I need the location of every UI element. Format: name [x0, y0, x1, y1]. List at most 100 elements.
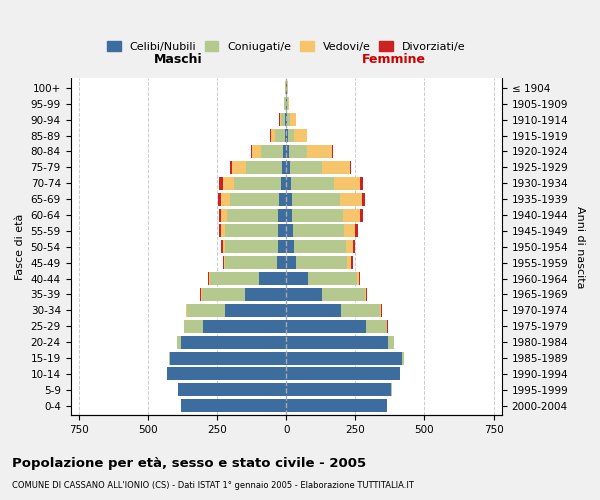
- Bar: [230, 161, 232, 174]
- Bar: [293, 224, 344, 237]
- Bar: [181, 336, 286, 348]
- Bar: [282, 161, 286, 174]
- Bar: [286, 384, 391, 396]
- Bar: [341, 304, 380, 317]
- Bar: [262, 145, 283, 158]
- Bar: [170, 352, 286, 364]
- Bar: [340, 192, 362, 205]
- Bar: [287, 113, 290, 126]
- Bar: [226, 224, 278, 237]
- Bar: [286, 113, 287, 126]
- Bar: [322, 161, 350, 174]
- Bar: [219, 208, 221, 222]
- Legend: Celibi/Nubili, Coniugati/e, Vedovi/e, Divorziati/e: Celibi/Nubili, Coniugati/e, Vedovi/e, Di…: [103, 36, 469, 56]
- Bar: [359, 272, 360, 285]
- Bar: [223, 256, 224, 269]
- Bar: [233, 176, 281, 190]
- Bar: [381, 304, 382, 317]
- Bar: [208, 272, 209, 285]
- Bar: [286, 240, 294, 254]
- Bar: [278, 224, 286, 237]
- Bar: [281, 176, 286, 190]
- Text: Maschi: Maschi: [154, 54, 203, 66]
- Bar: [292, 208, 343, 222]
- Bar: [366, 288, 367, 301]
- Bar: [350, 161, 351, 174]
- Bar: [218, 192, 221, 205]
- Bar: [224, 256, 226, 269]
- Bar: [286, 272, 308, 285]
- Y-axis label: Anni di nascita: Anni di nascita: [575, 206, 585, 288]
- Bar: [226, 256, 277, 269]
- Bar: [344, 224, 355, 237]
- Bar: [177, 336, 181, 348]
- Bar: [283, 145, 286, 158]
- Bar: [308, 272, 357, 285]
- Bar: [275, 129, 285, 142]
- Bar: [223, 176, 233, 190]
- Bar: [178, 384, 286, 396]
- Bar: [227, 208, 278, 222]
- Bar: [343, 208, 360, 222]
- Bar: [362, 192, 365, 205]
- Bar: [290, 113, 296, 126]
- Bar: [286, 145, 289, 158]
- Bar: [221, 208, 227, 222]
- Bar: [334, 176, 360, 190]
- Bar: [360, 176, 362, 190]
- Bar: [203, 320, 286, 333]
- Y-axis label: Fasce di età: Fasce di età: [15, 214, 25, 280]
- Bar: [209, 272, 210, 285]
- Bar: [286, 192, 292, 205]
- Bar: [355, 224, 358, 237]
- Bar: [286, 224, 293, 237]
- Bar: [287, 98, 288, 110]
- Bar: [245, 288, 286, 301]
- Text: Popolazione per età, sesso e stato civile - 2005: Popolazione per età, sesso e stato civil…: [12, 458, 366, 470]
- Bar: [285, 113, 286, 126]
- Text: Femmine: Femmine: [362, 54, 426, 66]
- Bar: [221, 192, 230, 205]
- Bar: [286, 176, 291, 190]
- Bar: [289, 145, 307, 158]
- Bar: [167, 368, 286, 380]
- Bar: [259, 272, 286, 285]
- Bar: [286, 256, 296, 269]
- Bar: [219, 224, 221, 237]
- Bar: [200, 288, 202, 301]
- Bar: [295, 129, 307, 142]
- Bar: [353, 240, 355, 254]
- Bar: [286, 304, 341, 317]
- Bar: [286, 320, 367, 333]
- Bar: [322, 288, 365, 301]
- Bar: [286, 336, 388, 348]
- Bar: [285, 82, 286, 94]
- Bar: [221, 224, 226, 237]
- Bar: [294, 240, 346, 254]
- Bar: [219, 176, 223, 190]
- Bar: [277, 256, 286, 269]
- Bar: [281, 113, 285, 126]
- Bar: [388, 336, 394, 348]
- Bar: [284, 98, 286, 110]
- Bar: [280, 113, 281, 126]
- Bar: [210, 272, 259, 285]
- Bar: [246, 161, 282, 174]
- Bar: [286, 288, 322, 301]
- Bar: [347, 256, 351, 269]
- Bar: [357, 272, 359, 285]
- Bar: [296, 256, 347, 269]
- Bar: [290, 161, 322, 174]
- Bar: [226, 304, 286, 317]
- Text: COMUNE DI CASSANO ALL'IONIO (CS) - Dati ISTAT 1° gennaio 2005 - Elaborazione TUT: COMUNE DI CASSANO ALL'IONIO (CS) - Dati …: [12, 481, 414, 490]
- Bar: [278, 208, 286, 222]
- Bar: [230, 192, 279, 205]
- Bar: [278, 240, 286, 254]
- Bar: [181, 399, 286, 412]
- Bar: [279, 192, 286, 205]
- Bar: [271, 129, 275, 142]
- Bar: [367, 320, 387, 333]
- Bar: [403, 352, 404, 364]
- Bar: [287, 129, 295, 142]
- Bar: [365, 288, 366, 301]
